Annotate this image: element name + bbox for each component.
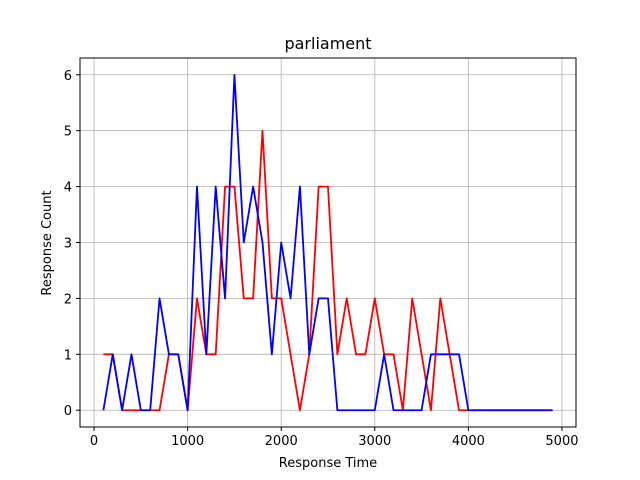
series-line-2 [102,73,553,412]
x-tick-label: 5000 [545,434,578,449]
series-layer [102,73,553,412]
y-tick-label: 4 [64,181,72,196]
grid-lines [80,58,576,427]
x-tick-label: 0 [90,434,98,449]
x-tick-label: 2000 [265,434,298,449]
x-tick-label: 3000 [358,434,391,449]
x-axis-ticks: 0 1000 2000 3000 4000 5000 [90,427,579,449]
x-axis-label: Response Time [279,456,377,471]
chart-title: parliament [284,34,371,53]
x-tick-label: 4000 [452,434,485,449]
y-tick-label: 3 [64,237,72,252]
y-tick-label: 2 [64,292,72,307]
y-tick-label: 6 [64,69,72,84]
y-axis-label: Response Count [40,190,55,295]
y-axis-ticks: 0 1 2 3 4 5 6 [64,69,80,419]
y-tick-label: 5 [64,125,72,140]
y-tick-label: 1 [64,348,72,363]
y-tick-label: 0 [64,404,72,419]
x-tick-label: 1000 [171,434,204,449]
